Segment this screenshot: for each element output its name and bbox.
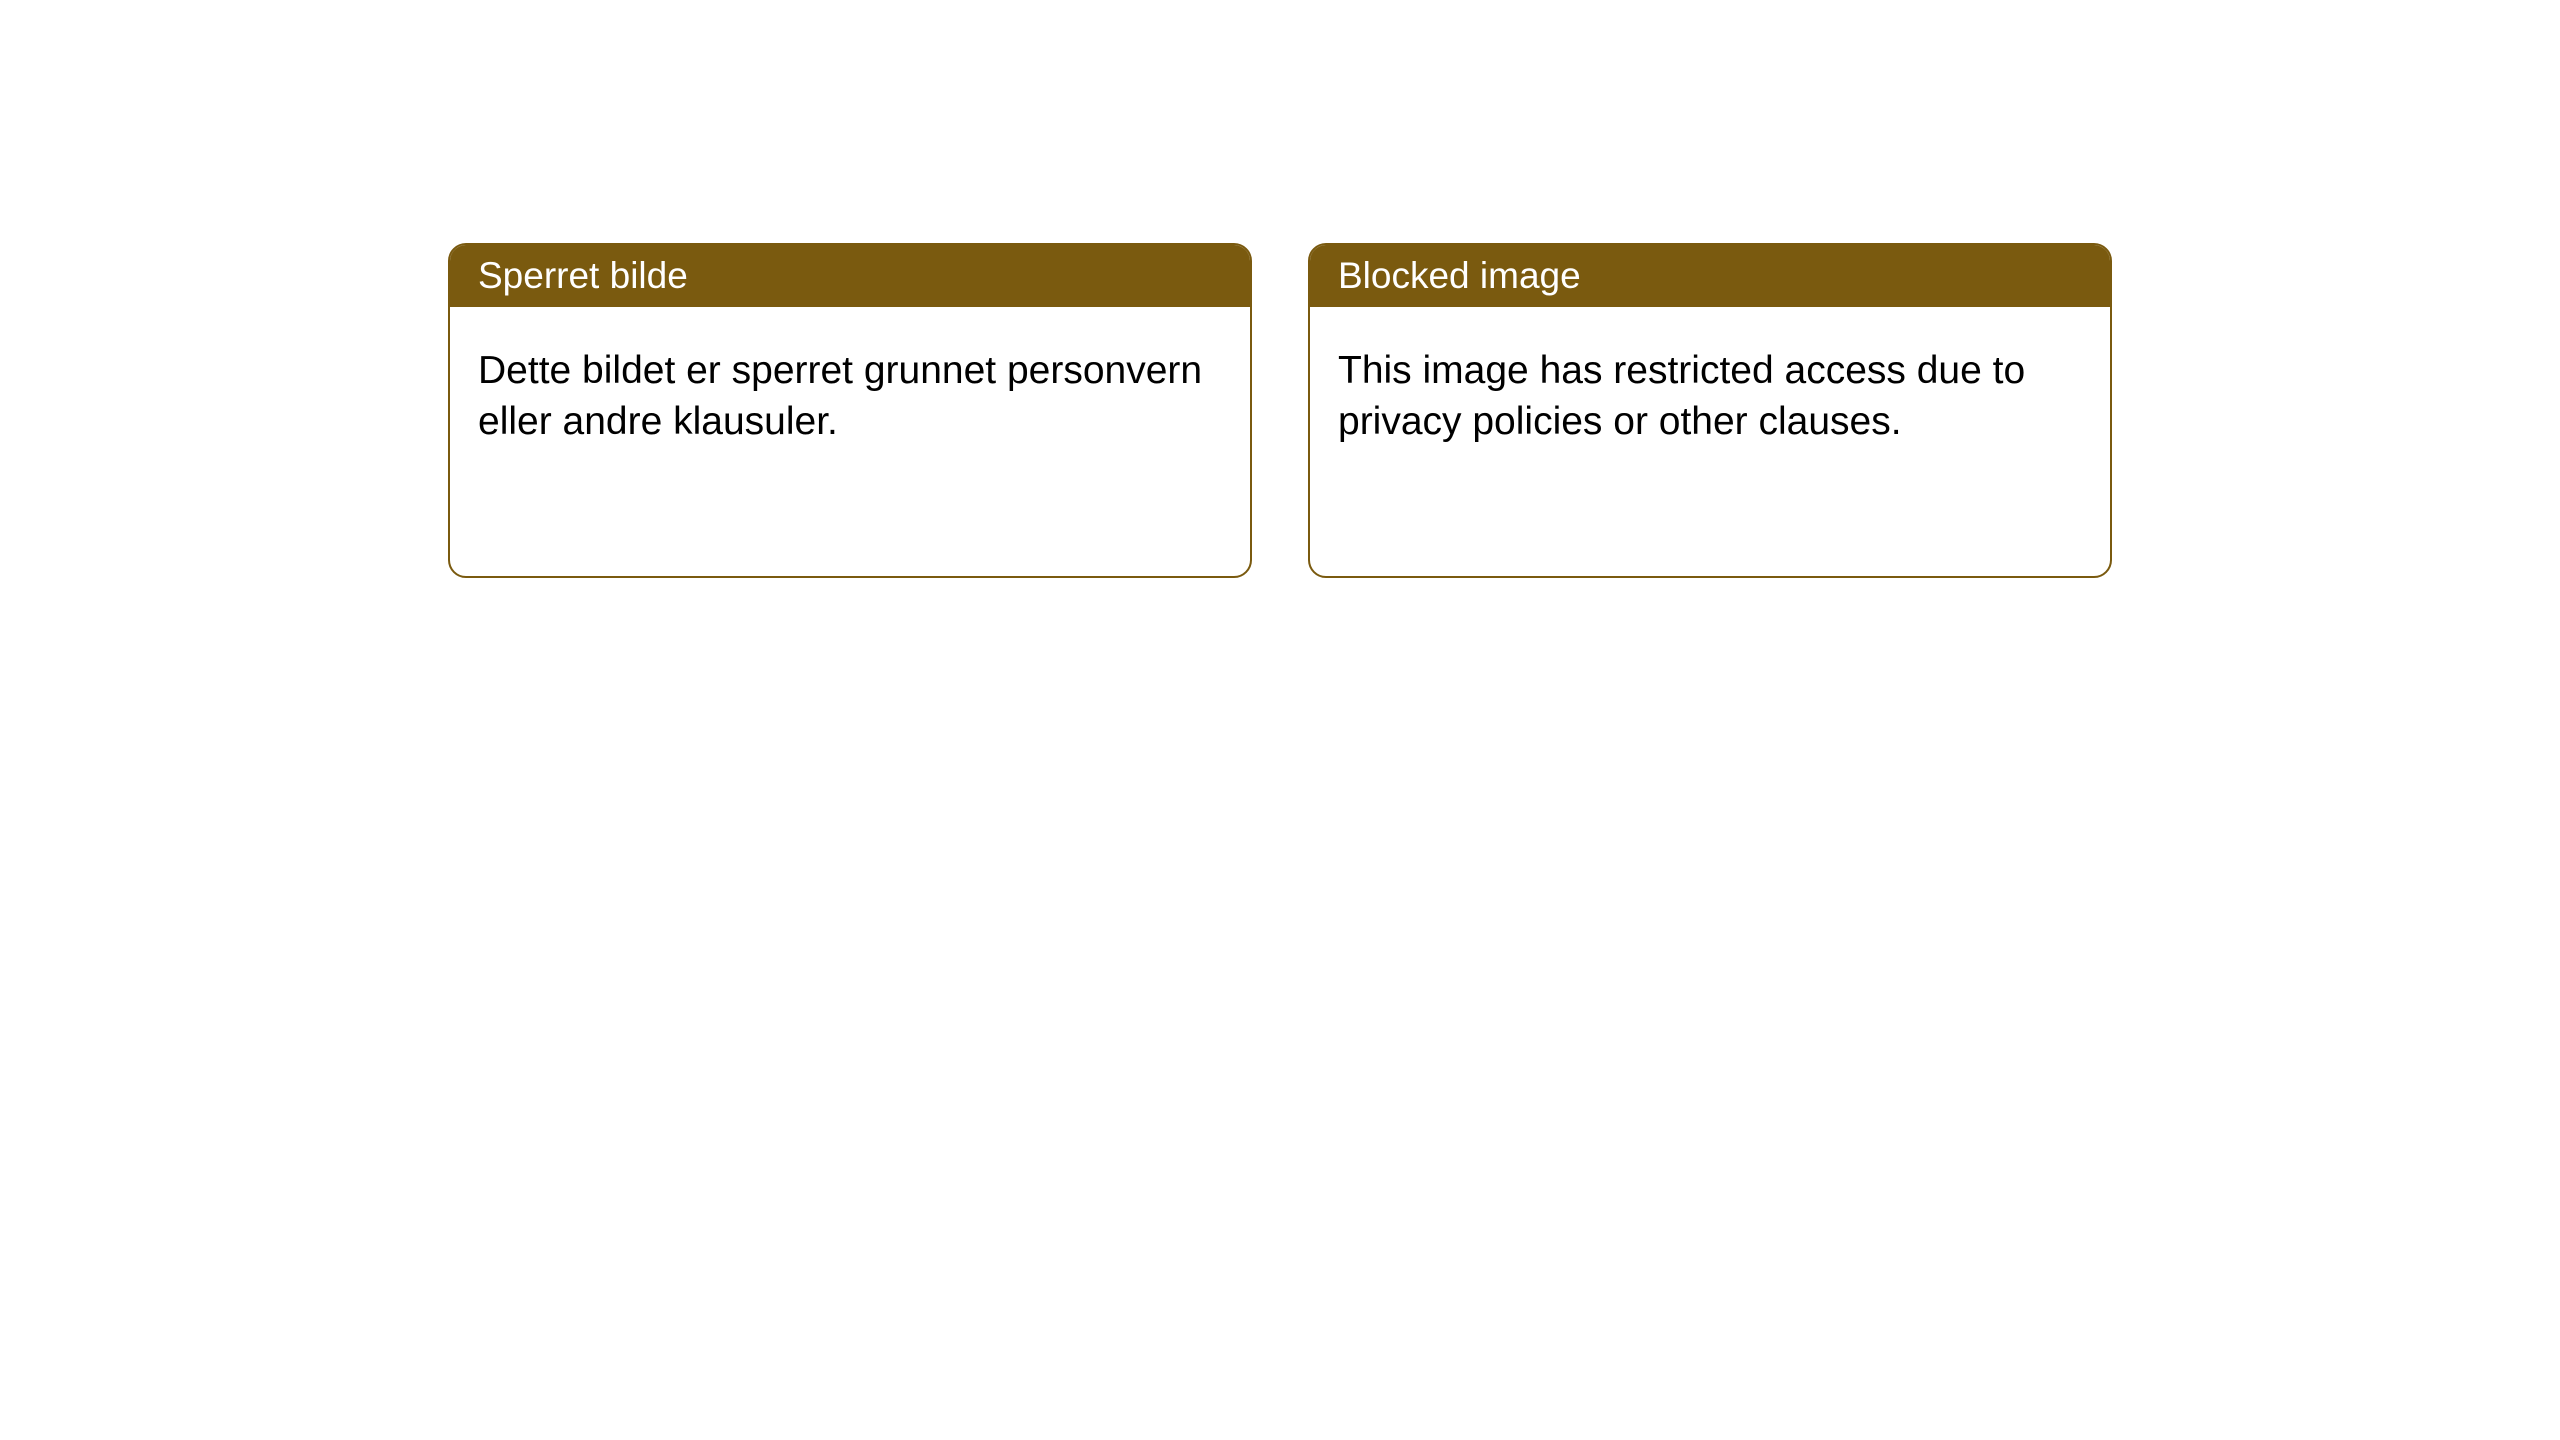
card-body: Dette bildet er sperret grunnet personve… xyxy=(450,307,1250,486)
card-title: Blocked image xyxy=(1338,255,1581,296)
notice-card-english: Blocked image This image has restricted … xyxy=(1308,243,2112,578)
notice-card-norwegian: Sperret bilde Dette bildet er sperret gr… xyxy=(448,243,1252,578)
card-body: This image has restricted access due to … xyxy=(1310,307,2110,486)
notice-container: Sperret bilde Dette bildet er sperret gr… xyxy=(0,0,2560,578)
card-body-text: Dette bildet er sperret grunnet personve… xyxy=(478,349,1202,443)
card-title: Sperret bilde xyxy=(478,255,688,296)
card-header: Blocked image xyxy=(1310,245,2110,307)
card-body-text: This image has restricted access due to … xyxy=(1338,349,2025,443)
card-header: Sperret bilde xyxy=(450,245,1250,307)
